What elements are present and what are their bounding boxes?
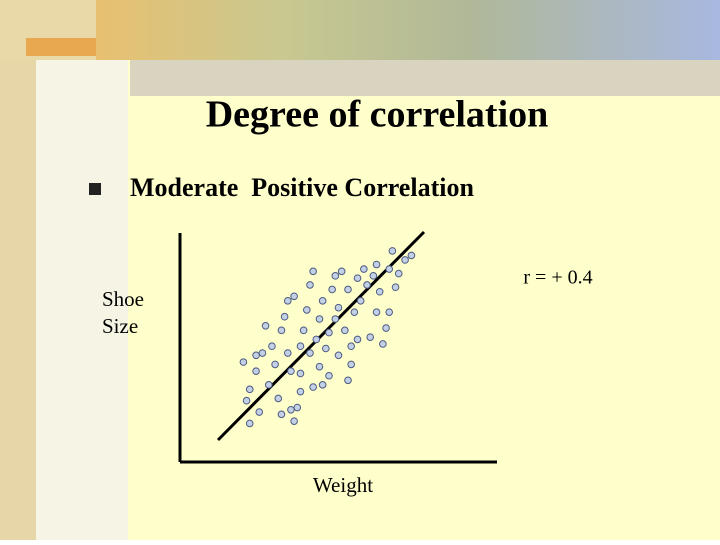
scatter-point	[287, 405, 295, 414]
scatter-point	[315, 315, 324, 323]
scatter-point	[347, 342, 355, 351]
y-axis-label: Size	[102, 314, 138, 338]
scatter-point	[385, 308, 394, 316]
scatter-point	[280, 312, 289, 321]
scatter-point	[312, 335, 321, 344]
banner-image	[96, 0, 720, 60]
scatter-point	[356, 297, 365, 305]
scatter-point	[268, 342, 276, 351]
scatter-point	[353, 274, 362, 282]
scatter-point	[322, 344, 330, 353]
scatter-point	[283, 349, 292, 357]
scatter-point	[372, 308, 381, 316]
scatter-point	[334, 351, 343, 360]
scatter-point	[325, 371, 333, 380]
scatter-point	[271, 360, 279, 369]
bullet-marker	[89, 183, 101, 195]
banner-shadow	[130, 60, 720, 96]
slide-title: Degree of correlation	[206, 94, 549, 136]
bullet-text: Moderate Positive Correlation	[130, 173, 474, 202]
scatter-point	[274, 394, 283, 403]
scatter-point	[344, 285, 352, 294]
scatter-point	[296, 387, 305, 396]
scatter-point	[296, 342, 305, 351]
scatter-point	[372, 260, 381, 269]
scatter-point	[261, 322, 270, 330]
scatter-point	[293, 403, 302, 412]
scatter-point	[252, 367, 260, 376]
scatter-point	[306, 349, 314, 357]
scatter-point	[350, 308, 359, 316]
scatter-point	[252, 351, 260, 360]
scatter-point	[353, 335, 362, 344]
x-axis-label: Weight	[313, 473, 373, 497]
scatter-point	[255, 408, 264, 416]
scatter-point	[299, 326, 308, 335]
scatter-point	[325, 328, 333, 337]
scatter-point	[306, 281, 314, 289]
scatter-point	[290, 417, 298, 425]
scatter-point	[315, 362, 324, 371]
scatter-point	[283, 297, 292, 305]
scatter-point	[318, 297, 327, 305]
scatter-point	[318, 381, 327, 389]
scatter-point	[309, 267, 317, 276]
scatter-point	[290, 292, 298, 301]
scatter-point	[303, 306, 311, 314]
scatter-point	[296, 369, 305, 378]
scatter-point	[366, 333, 375, 341]
scatter-point	[360, 265, 368, 273]
scatter-point	[382, 324, 390, 332]
scatter-point	[388, 247, 397, 255]
left-texture	[0, 0, 36, 540]
scatter-point	[369, 272, 378, 280]
scatter-point	[385, 265, 394, 273]
left-panel	[36, 60, 128, 540]
scatter-point	[363, 281, 371, 289]
scatter-point	[344, 376, 352, 385]
scatter-point	[379, 340, 387, 348]
scatter-point	[245, 419, 254, 428]
scatter-point	[331, 272, 340, 280]
scatter-point	[347, 360, 355, 369]
banner-accent	[26, 38, 96, 56]
scatter-point	[277, 410, 286, 419]
scatter-point	[239, 358, 248, 366]
scatter-point	[375, 287, 384, 296]
scatter-point	[334, 303, 343, 312]
scatter-point	[337, 267, 346, 276]
scatter-point	[277, 326, 286, 335]
scatter-point	[401, 256, 409, 264]
scatter-point	[245, 385, 254, 394]
correlation-annotation: r = + 0.4	[523, 267, 592, 289]
y-axis-label: Shoe	[102, 287, 144, 311]
scatter-point	[242, 396, 251, 405]
scatter-point	[407, 251, 416, 260]
scatter-point	[341, 326, 349, 335]
scatter-point	[331, 315, 340, 323]
scatter-point	[309, 383, 317, 391]
scatter-point	[328, 285, 336, 294]
scatter-point	[394, 269, 403, 278]
scatter-point	[287, 367, 295, 376]
scatter-point	[391, 283, 400, 292]
scatter-point	[258, 349, 267, 357]
scatter-point	[264, 381, 273, 389]
